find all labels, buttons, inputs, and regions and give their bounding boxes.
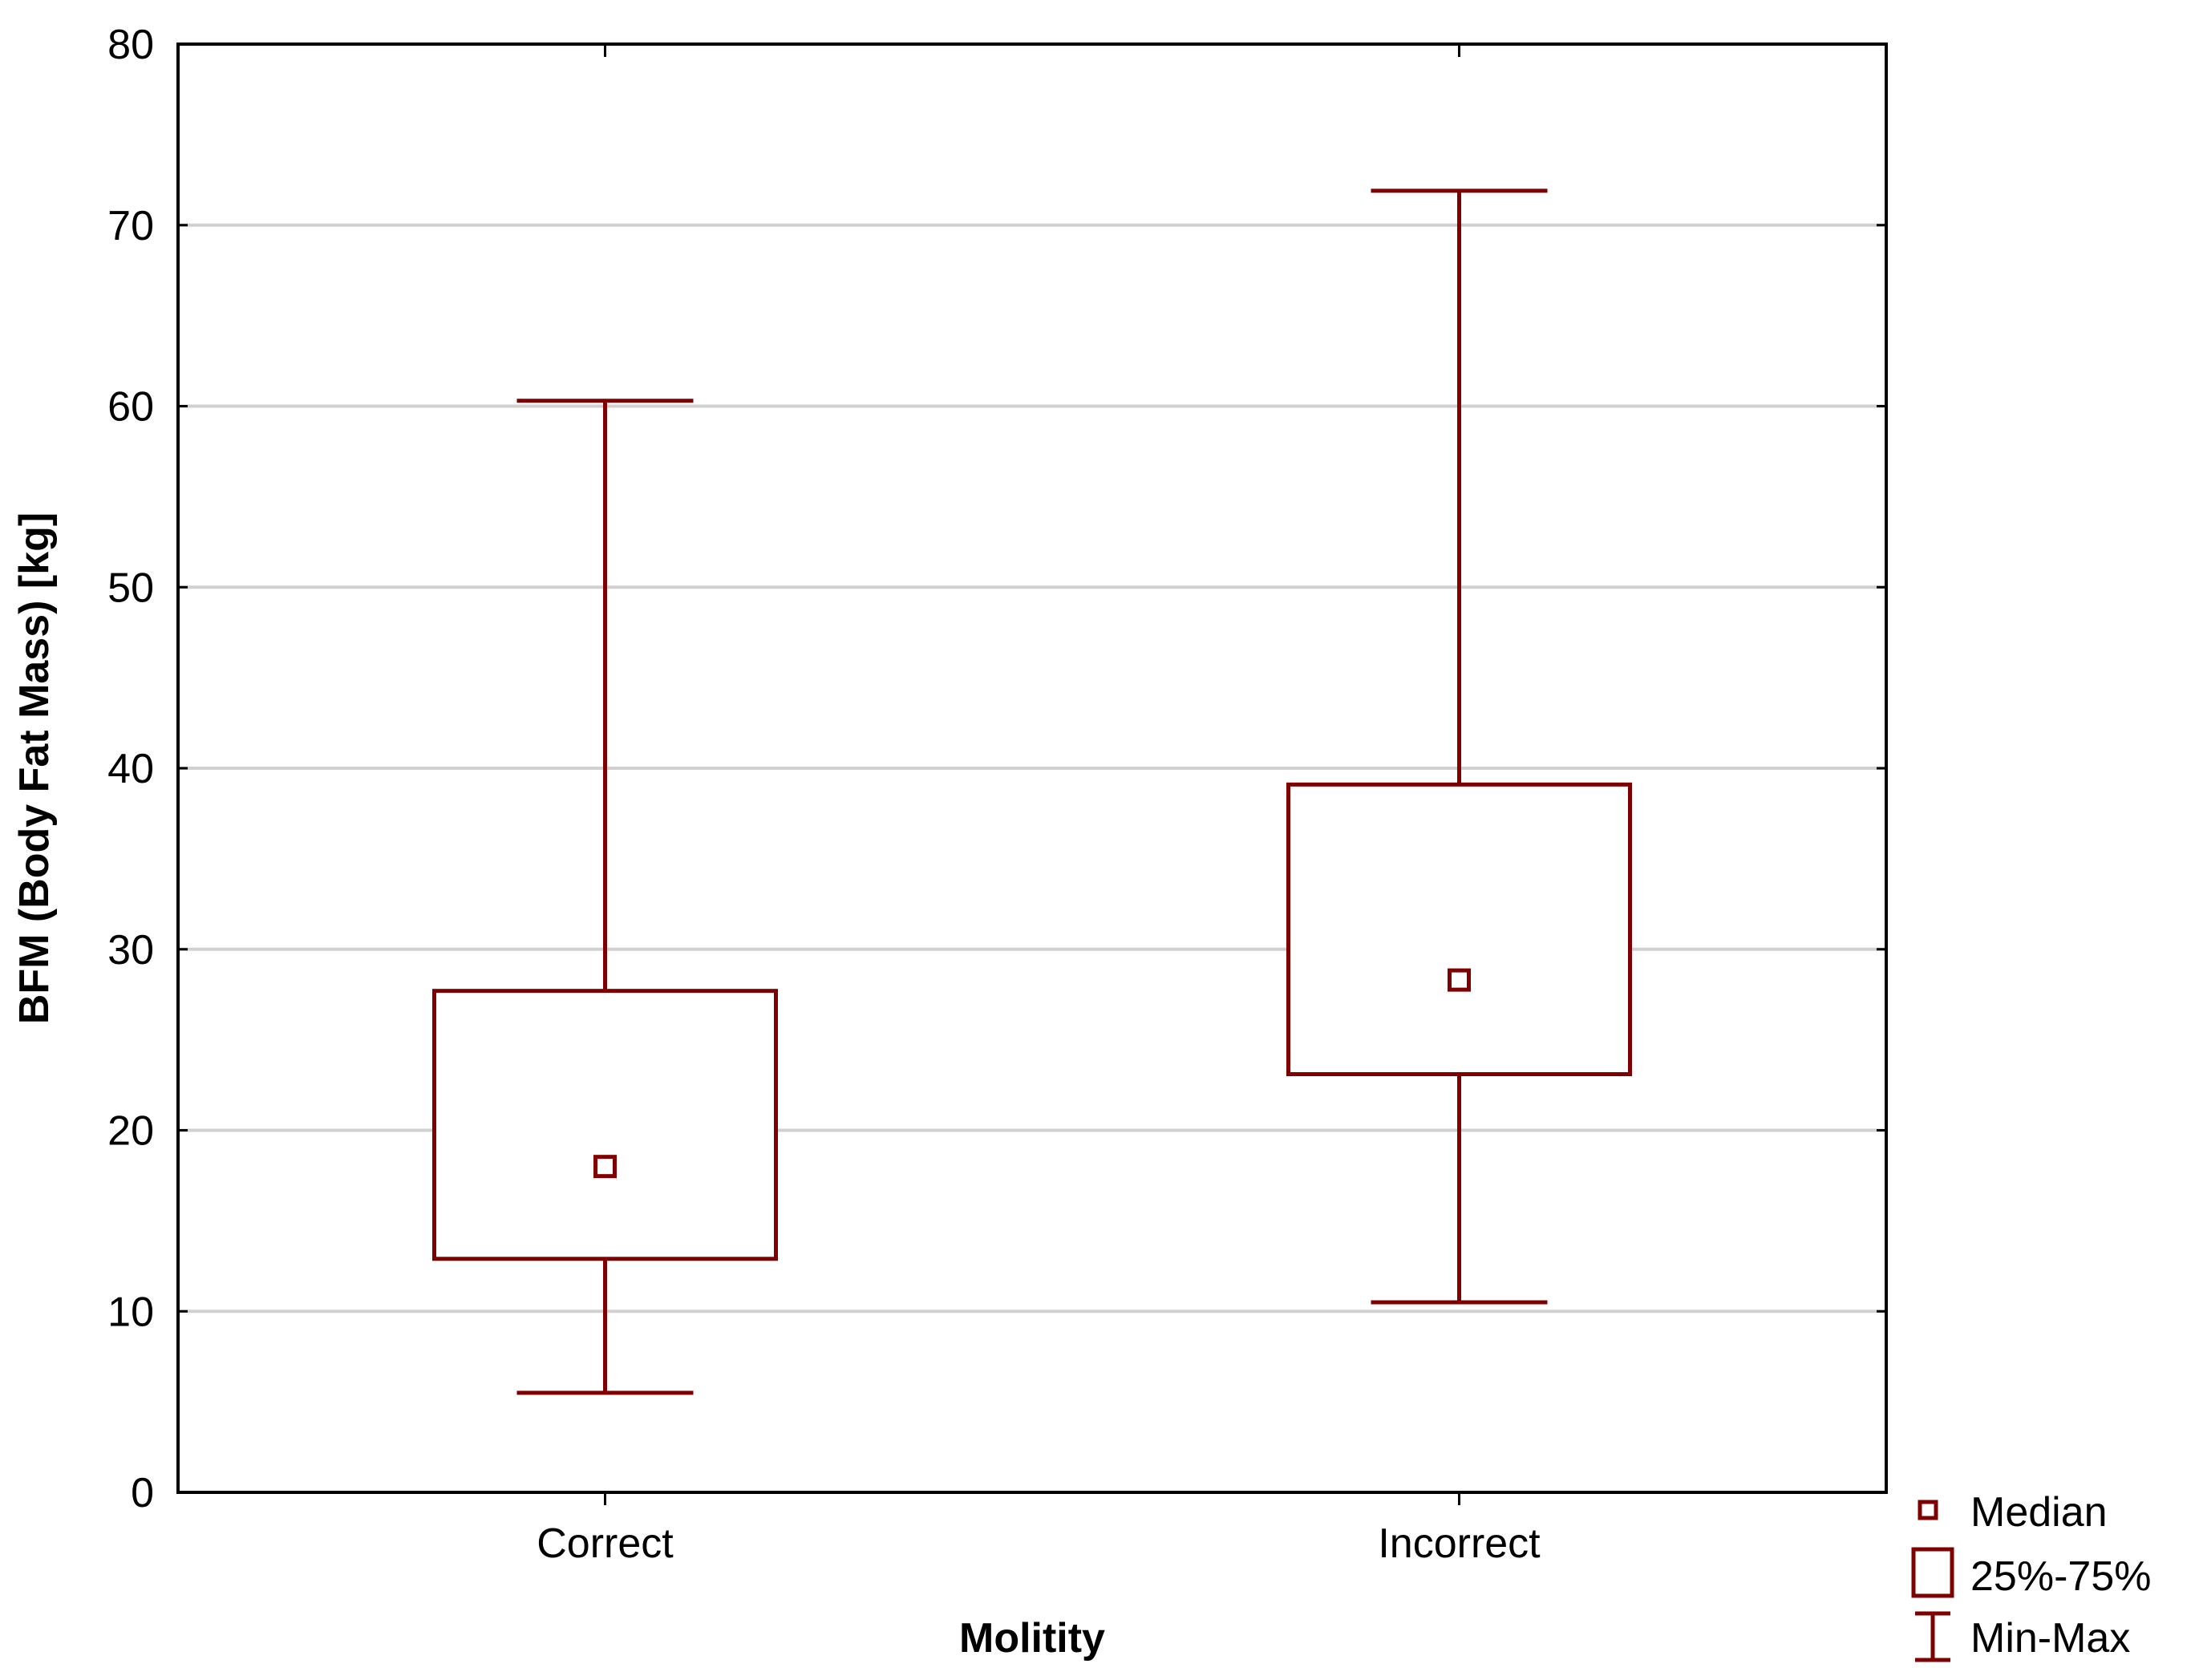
legend-item-median: Median bbox=[1918, 1489, 2108, 1536]
y-tick-label: 80 bbox=[107, 22, 154, 68]
iqr-box bbox=[432, 989, 778, 1261]
x-axis-title: Molitity bbox=[959, 1615, 1105, 1662]
y-tick-label: 20 bbox=[107, 1108, 154, 1155]
y-tick-label: 0 bbox=[131, 1470, 154, 1516]
legend-label-median: Median bbox=[1970, 1489, 2108, 1536]
legend-item-box: 25%-75% bbox=[1911, 1547, 2151, 1600]
box-group-incorrect bbox=[1286, 188, 1632, 1305]
box-series bbox=[432, 188, 1632, 1395]
x-tick-label: Incorrect bbox=[1378, 1520, 1541, 1567]
iqr-box bbox=[1286, 782, 1632, 1077]
axis-ticks bbox=[178, 43, 1886, 1505]
y-tick-label: 50 bbox=[107, 565, 154, 611]
legend: Median 25%-75% Min-Max bbox=[1911, 1489, 2151, 1662]
y-tick-label: 40 bbox=[107, 746, 154, 792]
whisker-icon bbox=[1915, 1611, 1950, 1662]
median-marker bbox=[1448, 968, 1471, 992]
legend-label-box: 25%-75% bbox=[1970, 1553, 2151, 1600]
x-axis-tick-labels: Correct Incorrect bbox=[537, 1520, 1541, 1567]
x-tick-label: Correct bbox=[537, 1520, 674, 1567]
y-tick-label: 60 bbox=[107, 384, 154, 431]
y-tick-label: 10 bbox=[107, 1289, 154, 1335]
median-marker bbox=[593, 1155, 617, 1179]
legend-item-min-max: Min-Max bbox=[1915, 1611, 2130, 1662]
y-axis-tick-labels: 0 10 20 30 40 50 60 70 80 bbox=[107, 22, 154, 1516]
legend-label-min-max: Min-Max bbox=[1970, 1615, 2130, 1662]
y-tick-label: 70 bbox=[107, 203, 154, 249]
small-square-icon bbox=[1918, 1500, 1938, 1520]
y-tick-label: 30 bbox=[107, 927, 154, 974]
box-icon bbox=[1911, 1547, 1954, 1598]
y-axis-title: BFM (Body Fat Mass) [kg] bbox=[11, 512, 58, 1024]
box-group-correct bbox=[432, 399, 778, 1395]
